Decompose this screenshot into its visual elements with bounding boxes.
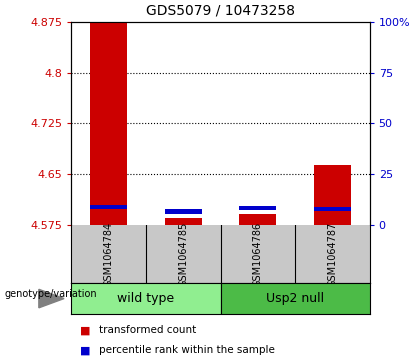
Text: GSM1064786: GSM1064786: [253, 221, 263, 287]
Text: transformed count: transformed count: [99, 325, 196, 335]
Bar: [90, 205, 127, 209]
Title: GDS5079 / 10473258: GDS5079 / 10473258: [146, 4, 295, 18]
Text: genotype/variation: genotype/variation: [4, 289, 97, 299]
Text: wild type: wild type: [117, 292, 175, 305]
Bar: [239, 213, 276, 225]
Polygon shape: [39, 289, 64, 308]
Bar: [165, 209, 202, 213]
Text: Usp2 null: Usp2 null: [266, 292, 324, 305]
Text: ■: ■: [80, 345, 90, 355]
Bar: [239, 206, 276, 210]
Text: GSM1064787: GSM1064787: [327, 221, 337, 287]
Text: ■: ■: [80, 325, 90, 335]
Text: GSM1064784: GSM1064784: [104, 221, 114, 287]
Bar: [165, 218, 202, 225]
Bar: [314, 207, 351, 211]
Bar: [314, 166, 351, 225]
Text: GSM1064785: GSM1064785: [178, 221, 188, 287]
Bar: [90, 22, 127, 225]
Text: percentile rank within the sample: percentile rank within the sample: [99, 345, 275, 355]
